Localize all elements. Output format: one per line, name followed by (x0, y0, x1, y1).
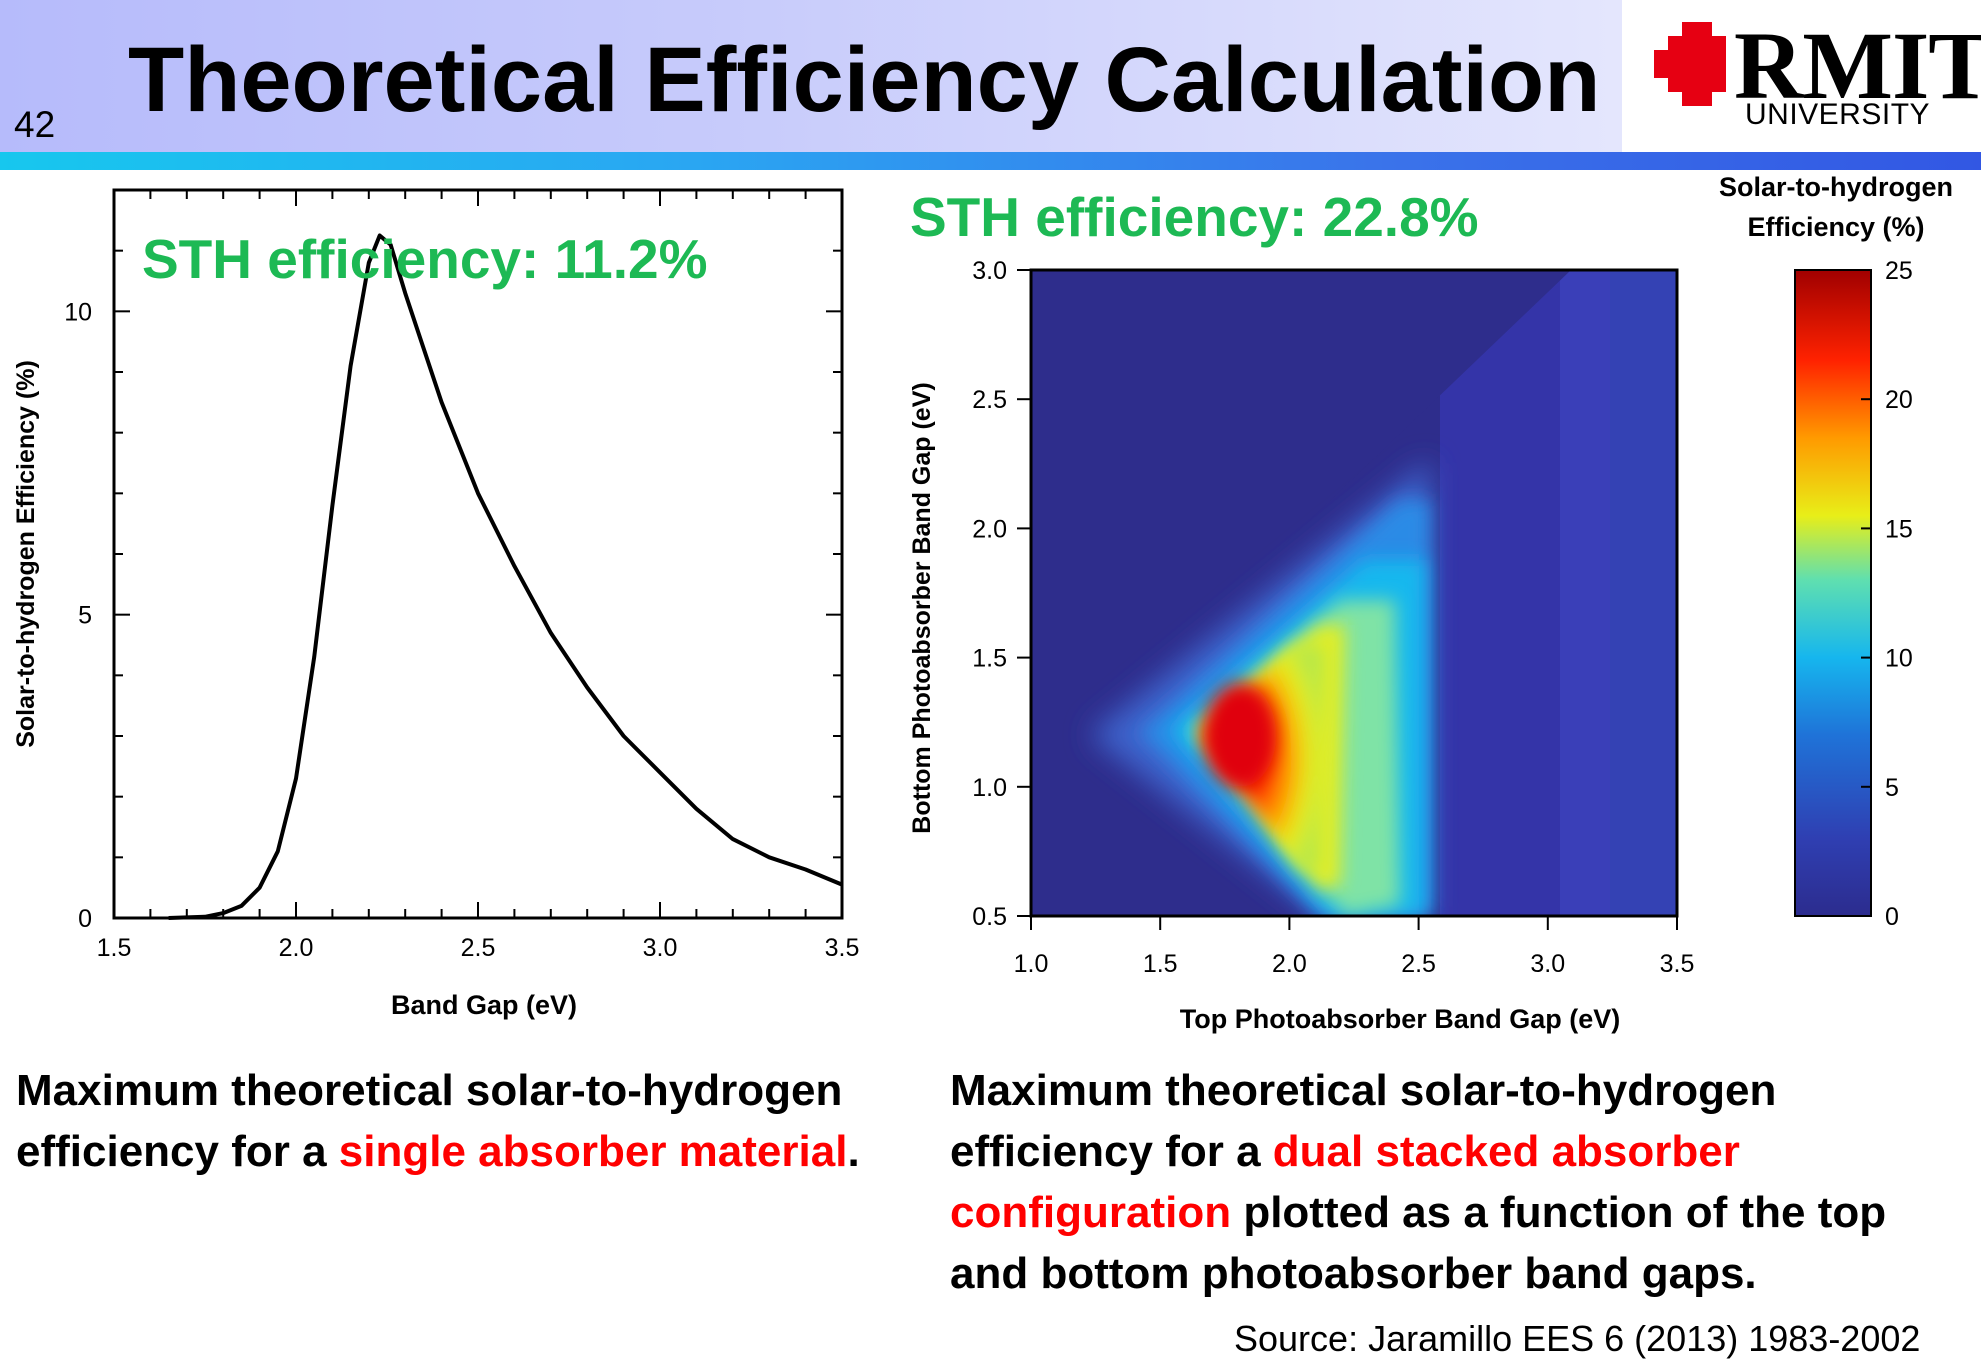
left-x-tick-label: 2.5 (461, 934, 496, 962)
left-x-tick-label: 3.0 (643, 934, 678, 962)
right-y-tick-label: 2.0 (972, 515, 1007, 543)
right-y-tick-label: 0.5 (972, 903, 1007, 931)
left-caption: Maximum theoretical solar-to-hydrogen ef… (16, 1060, 876, 1182)
right-plot-frame (1029, 268, 1679, 918)
right-y-axis-label: Bottom Photoabsorber Band Gap (eV) (908, 382, 936, 833)
heatmap-field (1031, 270, 1677, 916)
left-x-tick-label: 2.0 (279, 934, 314, 962)
right-x-tick-label: 3.5 (1660, 950, 1695, 978)
right-x-tick-label: 1.5 (1143, 950, 1178, 978)
colorbar-tick-label: 20 (1885, 386, 1913, 414)
left-y-tick-label: 10 (64, 298, 92, 326)
left-caption-end: . (847, 1127, 860, 1176)
right-caption-highlight: dual stacked absorber configuration (950, 1127, 1740, 1237)
source-citation: Source: Jaramillo EES 6 (2013) 1983-2002 (1234, 1318, 1921, 1359)
colorbar-tick-label: 0 (1885, 903, 1899, 931)
left-caption-highlight: single absorber material (338, 1127, 848, 1176)
colorbar-tick-label: 15 (1885, 515, 1913, 543)
colorbar-tick-label: 10 (1885, 645, 1913, 673)
left-y-tick-label: 5 (78, 602, 92, 630)
logo-subtitle: UNIVERSITY (1745, 98, 1931, 131)
left-x-tick-label: 1.5 (97, 934, 132, 962)
right-y-tick-label: 3.0 (972, 257, 1007, 285)
charts-canvas: 1.5 2.0 2.5 3.0 3.5 0 5 10 STH efficiency: 11.2… (12, 172, 1953, 1034)
colorbar-title-line2: Efficiency (%) (1747, 212, 1924, 242)
rmit-pixel-mark-icon (1654, 22, 1726, 106)
right-x-axis-label: Top Photoabsorber Band Gap (eV) (1180, 1004, 1621, 1034)
rmit-logo (1624, 0, 1981, 152)
header-banner (0, 0, 1622, 152)
right-y-tick-label: 2.5 (972, 386, 1007, 414)
right-x-tick-label: 2.5 (1401, 950, 1436, 978)
logo-wordmark: RMIT (1734, 12, 1981, 119)
slide-title: Theoretical Efficiency Calculation (128, 29, 1601, 131)
efficiency-curve (168, 233, 843, 920)
left-y-tick-label: 0 (78, 905, 92, 933)
left-x-axis-label: Band Gap (eV) (391, 990, 577, 1020)
colorbar (1794, 269, 1872, 917)
right-x-tick-label: 3.0 (1530, 950, 1565, 978)
single-absorber-chart: 1.5 2.0 2.5 3.0 3.5 0 5 10 STH efficiency: 11.2… (12, 188, 860, 1020)
right-caption-text: Maximum theoretical solar-to-hydrogen ef… (950, 1066, 1777, 1176)
left-sth-annotation: STH efficiency: 11.2% (142, 228, 708, 290)
right-caption: Maximum theoretical solar-to-hydrogen ef… (950, 1060, 1970, 1304)
right-x-tick-label: 1.0 (1014, 950, 1049, 978)
left-plot-frame (112, 188, 844, 920)
colorbar-title-line1: Solar-to-hydrogen (1719, 172, 1953, 202)
slide-number: 42 (14, 104, 56, 145)
dual-absorber-heatmap: STH efficiency: 22.8% 1.0 1.5 2.0 2.5 3.0 3.5… (908, 172, 1953, 1034)
header-stripe (0, 152, 1981, 170)
right-y-tick-label: 1.5 (972, 645, 1007, 673)
right-caption-end: plotted as a function of the top and bot… (950, 1188, 1887, 1298)
right-sth-annotation: STH efficiency: 22.8% (910, 186, 1479, 248)
left-caption-text: Maximum theoretical solar-to-hydrogen ef… (16, 1066, 843, 1176)
colorbar-tick-label: 5 (1885, 774, 1899, 802)
colorbar-tick-label: 25 (1885, 257, 1913, 285)
right-x-tick-label: 2.0 (1272, 950, 1307, 978)
left-y-axis-label: Solar-to-hydrogen Efficiency (%) (12, 360, 40, 748)
right-y-tick-label: 1.0 (972, 774, 1007, 802)
left-x-tick-label: 3.5 (825, 934, 860, 962)
